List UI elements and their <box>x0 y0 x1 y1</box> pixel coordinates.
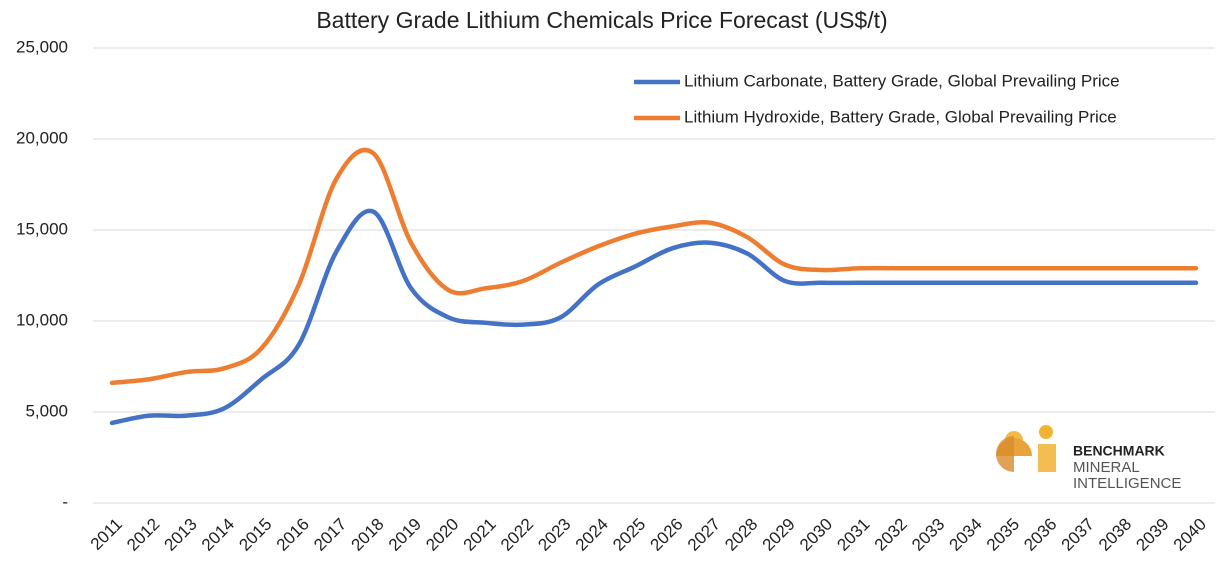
x-tick-label: 2036 <box>1020 515 1060 555</box>
logo-text: MINERAL <box>1073 459 1140 476</box>
x-tick-label: 2027 <box>684 515 724 555</box>
x-tick-label: 2024 <box>572 515 612 555</box>
x-tick-label: 2029 <box>759 515 799 555</box>
legend-label: Lithium Carbonate, Battery Grade, Global… <box>684 71 1120 90</box>
x-tick-label: 2013 <box>161 515 201 555</box>
logo: BENCHMARK MINERAL INTELLIGENCE <box>996 425 1181 492</box>
x-tick-label: 2019 <box>385 515 425 555</box>
y-tick-label: 20,000 <box>16 128 68 147</box>
x-tick-label: 2011 <box>87 515 126 554</box>
x-tick-label: 2017 <box>310 515 350 555</box>
x-tick-label: 2034 <box>946 515 986 555</box>
chart-title: Battery Grade Lithium Chemicals Price Fo… <box>316 7 887 33</box>
legend-label: Lithium Hydroxide, Battery Grade, Global… <box>684 107 1117 126</box>
x-tick-label: 2035 <box>983 515 1023 555</box>
logo-text: BENCHMARK <box>1073 443 1165 459</box>
x-tick-label: 2022 <box>497 515 537 555</box>
x-tick-label: 2015 <box>235 515 275 555</box>
y-tick-label: 10,000 <box>16 310 68 329</box>
logo-shape <box>996 436 1014 472</box>
x-tick-label: 2016 <box>273 515 313 555</box>
x-tick-label: 2025 <box>609 515 649 555</box>
y-tick-label: 15,000 <box>16 219 68 238</box>
series-line <box>109 208 1199 426</box>
x-tick-label: 2038 <box>1095 515 1135 555</box>
x-tick-label: 2039 <box>1132 515 1172 555</box>
x-tick-label: 2012 <box>123 515 163 555</box>
x-tick-label: 2033 <box>908 515 948 555</box>
x-tick-label: 2037 <box>1058 515 1098 555</box>
x-tick-label: 2021 <box>460 515 500 555</box>
x-tick-label: 2018 <box>347 515 387 555</box>
y-tick-label: 25,000 <box>16 37 68 56</box>
x-tick-label: 2032 <box>871 515 911 555</box>
logo-shape <box>1038 444 1056 472</box>
series-line <box>109 147 1199 386</box>
x-tick-label: 2023 <box>534 515 574 555</box>
x-tick-label: 2026 <box>647 515 687 555</box>
x-tick-label: 2028 <box>721 515 761 555</box>
logo-shape <box>1039 425 1053 439</box>
x-tick-label: 2020 <box>422 515 462 555</box>
x-tick-label: 2040 <box>1170 515 1210 555</box>
y-tick-label: 5,000 <box>25 401 68 420</box>
y-tick-label: - <box>62 492 68 511</box>
x-tick-label: 2031 <box>833 515 873 555</box>
logo-text: INTELLIGENCE <box>1073 475 1181 492</box>
x-tick-label: 2014 <box>198 515 238 555</box>
x-tick-label: 2030 <box>796 515 836 555</box>
